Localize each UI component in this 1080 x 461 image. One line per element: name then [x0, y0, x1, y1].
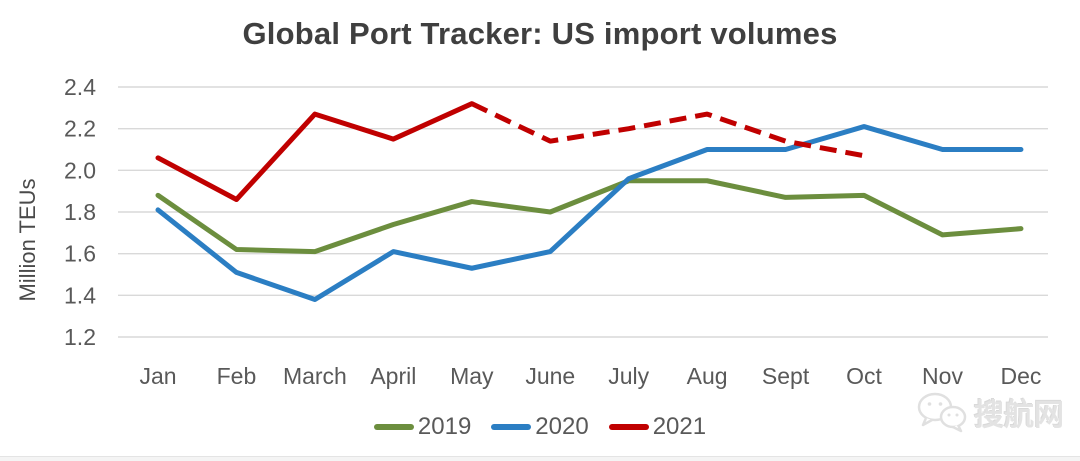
chart-legend: 2019 2020 2021 — [0, 413, 1080, 441]
x-tick-label: Jan — [139, 363, 176, 389]
y-tick-label: 2.0 — [64, 157, 96, 183]
x-tick-label: April — [370, 363, 416, 389]
y-tick-label: 1.2 — [64, 324, 96, 350]
x-tick-label: Feb — [217, 363, 257, 389]
legend-swatch-2019 — [373, 424, 414, 430]
x-tick-label: June — [525, 363, 575, 389]
legend-label: 2021 — [652, 413, 707, 440]
legend-swatch-2021 — [608, 424, 649, 430]
y-tick-label: 1.4 — [64, 282, 96, 308]
x-tick-label: July — [608, 363, 649, 389]
legend-label: 2019 — [417, 413, 472, 440]
y-tick-label: 2.4 — [64, 74, 96, 100]
legend-item-2021: 2021 — [608, 413, 707, 441]
chart-title: Global Port Tracker: US import volumes — [242, 16, 838, 51]
page-bottom-edge — [0, 456, 1080, 461]
x-tick-label: Nov — [922, 363, 963, 389]
series-line-2020 — [155, 124, 1024, 302]
series-line-2021-solid — [155, 101, 475, 202]
x-tick-label: Sept — [762, 363, 810, 389]
series-line-2019 — [155, 178, 1024, 255]
y-tick-label: 2.2 — [64, 116, 96, 142]
x-tick-label: Dec — [1000, 363, 1041, 389]
x-tick-label: March — [283, 363, 347, 389]
x-tick-label: Oct — [846, 363, 882, 389]
y-tick-label: 1.6 — [64, 241, 96, 267]
x-tick-label: Aug — [687, 363, 728, 389]
legend-item-2019: 2019 — [373, 413, 472, 441]
legend-swatch-2020 — [491, 424, 532, 430]
x-tick-label: May — [450, 363, 494, 389]
legend-item-2020: 2020 — [491, 413, 589, 441]
wechat-icon — [916, 390, 968, 434]
y-tick-label: 1.8 — [64, 199, 96, 225]
legend-label: 2020 — [535, 413, 589, 440]
series-line-2021-dashed — [470, 101, 865, 159]
watermark-text: 搜航网 — [974, 399, 1064, 432]
watermark: 搜航网 — [916, 390, 1064, 434]
